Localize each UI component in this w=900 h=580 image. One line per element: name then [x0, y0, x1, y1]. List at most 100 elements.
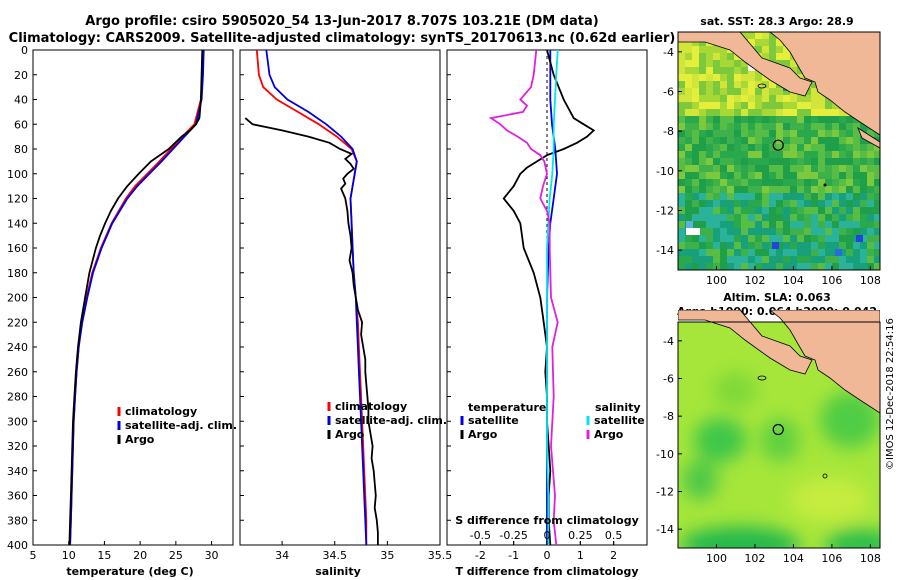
series-line-s-argo	[488, 50, 559, 545]
sst-pixel	[713, 144, 720, 151]
sst-pixel	[699, 109, 706, 116]
sst-pixel	[804, 249, 811, 256]
sst-pixel	[769, 53, 776, 60]
sst-pixel	[692, 158, 699, 165]
sst-pixel	[839, 179, 846, 186]
sst-pixel	[734, 130, 741, 137]
sst-pixel	[720, 60, 727, 67]
sst-pixel	[846, 256, 853, 263]
legend-t-argo-label: Argo	[468, 428, 498, 441]
sst-pixel	[713, 256, 720, 263]
sst-pixel	[706, 193, 713, 200]
sst-pixel	[720, 207, 727, 214]
sst-pixel	[874, 221, 880, 228]
sst-pixel	[678, 109, 685, 116]
sst-pixel	[776, 151, 783, 158]
sst-pixel	[874, 165, 880, 172]
sst-pixel	[839, 263, 846, 270]
sst-pixel	[699, 151, 706, 158]
sst-pixel	[846, 228, 853, 235]
sst-pixel	[699, 123, 706, 130]
sst-pixel	[762, 200, 769, 207]
sst-pixel	[720, 151, 727, 158]
sst-pixel	[734, 235, 741, 242]
sst-pixel	[713, 123, 720, 130]
sst-pixel	[748, 32, 755, 39]
sst-pixel	[790, 137, 797, 144]
sst-longitude-ticks: 100 102 104 106 108	[706, 266, 881, 287]
sst-pixel	[825, 137, 832, 144]
sst-pixel	[699, 186, 706, 193]
sst-pixel	[874, 214, 880, 221]
sst-pixel	[846, 263, 853, 270]
sst-pixel	[839, 214, 846, 221]
depth-tick-label: 80	[14, 143, 28, 156]
sst-pixel	[741, 172, 748, 179]
sst-pixel	[720, 46, 727, 53]
salinity-y-minor-ticks	[240, 49, 244, 546]
sst-pixel	[804, 235, 811, 242]
sst-pixel	[797, 95, 804, 102]
sst-pixel	[755, 221, 762, 228]
sst-pixel	[769, 130, 776, 137]
sst-pixel	[685, 39, 692, 46]
sst-pixel	[699, 256, 706, 263]
sst-pixel	[860, 151, 867, 158]
sst-pixel	[818, 235, 825, 242]
sst-pixel	[769, 221, 776, 228]
sst-pixel	[713, 88, 720, 95]
sst-pixel	[811, 214, 818, 221]
sst-pixel	[692, 186, 699, 193]
sla-anomaly-blob	[694, 418, 746, 462]
figure-title-line2: Climatology: CARS2009. Satellite-adjuste…	[9, 31, 676, 46]
legend-salinity-title: salinity	[595, 401, 641, 414]
sst-pixel	[856, 235, 863, 242]
sst-pixel	[713, 60, 720, 67]
temperature-series-group	[68, 50, 205, 545]
sst-pixel	[720, 67, 727, 74]
sst-pixel	[874, 172, 880, 179]
difference-x-tick-label: -2	[475, 549, 486, 562]
sst-pixel	[825, 102, 832, 109]
sst-pixel	[762, 158, 769, 165]
sst-pixel	[825, 123, 832, 130]
sst-pixel	[804, 123, 811, 130]
sst-pixel	[790, 249, 797, 256]
sst-pixel	[741, 102, 748, 109]
sst-pixel	[776, 116, 783, 123]
sst-pixel	[811, 172, 818, 179]
sla-anomaly-blob	[682, 460, 718, 500]
sst-pixel	[727, 144, 734, 151]
sst-pixel	[706, 109, 713, 116]
sst-pixel	[727, 102, 734, 109]
sst-pixel	[713, 242, 720, 249]
sst-pixel	[713, 151, 720, 158]
sst-pixel	[692, 67, 699, 74]
sst-pixel	[776, 263, 783, 270]
sst-pixel	[804, 109, 811, 116]
sst-pixel	[699, 158, 706, 165]
sst-pixel	[678, 165, 685, 172]
sst-pixel	[706, 116, 713, 123]
difference-panel: -2 -1 0 1 2 -0.5 -0.25 0 0.25 0.5 T difference f…	[446, 49, 648, 578]
sst-pixel	[748, 179, 755, 186]
legend-s-argo-label: Argo	[594, 428, 624, 441]
sst-pixel	[839, 130, 846, 137]
legend-climatology-label: climatology	[125, 405, 197, 418]
sst-pixel	[727, 235, 734, 242]
sst-pixel	[797, 193, 804, 200]
sst-pixel	[846, 144, 853, 151]
sst-pixel	[797, 102, 804, 109]
sst-pixel	[769, 214, 776, 221]
temperature-x-tick-label: 20	[133, 549, 147, 562]
sst-pixel	[811, 81, 818, 88]
longitude-tick-label: 104	[783, 274, 804, 287]
sst-pixel	[874, 207, 880, 214]
sst-pixel	[776, 221, 783, 228]
sst-pixel	[706, 186, 713, 193]
sst-pixel	[790, 256, 797, 263]
sst-pixel	[846, 151, 853, 158]
depth-tick-label: 400	[7, 539, 28, 552]
island-outline	[757, 375, 767, 381]
sst-pixel	[783, 207, 790, 214]
